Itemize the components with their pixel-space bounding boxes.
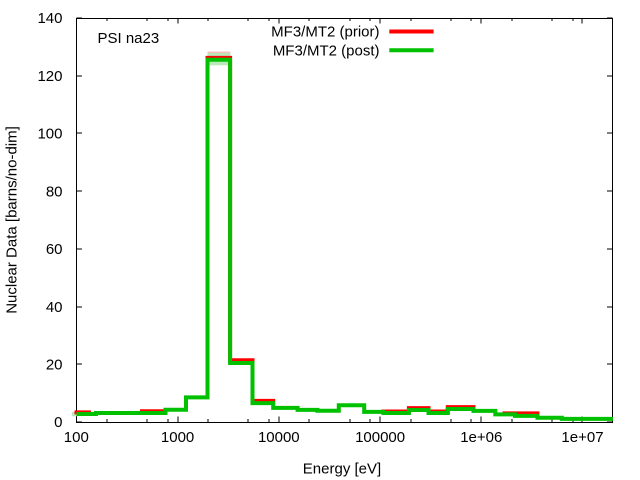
svg-text:100: 100 bbox=[37, 126, 62, 143]
svg-text:60: 60 bbox=[46, 241, 63, 258]
svg-text:MF3/MT2 (post): MF3/MT2 (post) bbox=[273, 43, 380, 60]
svg-text:1e+06: 1e+06 bbox=[460, 429, 502, 446]
svg-text:Energy [eV]: Energy [eV] bbox=[303, 461, 381, 478]
svg-text:100000: 100000 bbox=[355, 429, 405, 446]
svg-text:100: 100 bbox=[64, 429, 89, 446]
svg-text:20: 20 bbox=[46, 357, 63, 374]
svg-text:1000: 1000 bbox=[161, 429, 194, 446]
svg-text:120: 120 bbox=[37, 68, 62, 85]
svg-text:PSI na23: PSI na23 bbox=[98, 30, 160, 47]
svg-text:10000: 10000 bbox=[258, 429, 300, 446]
svg-text:MF3/MT2 (prior): MF3/MT2 (prior) bbox=[271, 24, 379, 41]
svg-text:1e+07: 1e+07 bbox=[561, 429, 603, 446]
svg-text:140: 140 bbox=[37, 10, 62, 27]
svg-text:Nuclear Data [barns/no-dim]: Nuclear Data [barns/no-dim] bbox=[4, 126, 21, 314]
svg-text:80: 80 bbox=[46, 183, 63, 200]
svg-text:0: 0 bbox=[54, 414, 62, 431]
svg-text:40: 40 bbox=[46, 299, 63, 316]
